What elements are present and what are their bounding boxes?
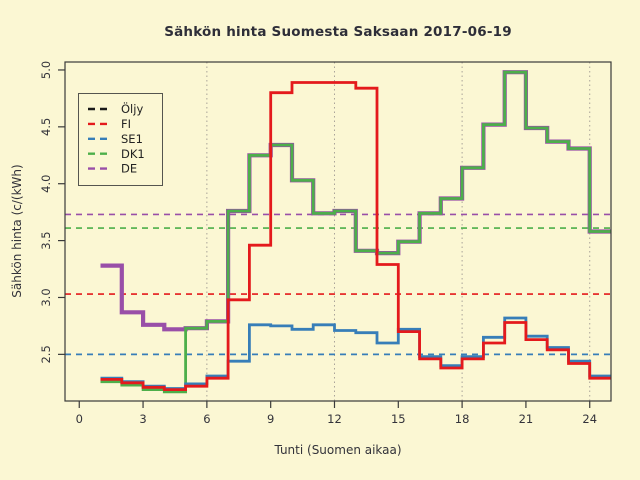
x-tick-label: 24 <box>582 412 597 426</box>
x-axis-title: Tunti (Suomen aikaa) <box>274 443 402 457</box>
x-tick-label: 12 <box>327 412 342 426</box>
x-tick-label: 6 <box>203 412 210 426</box>
legend-label-SE1: SE1 <box>121 132 143 146</box>
average-lines <box>65 213 611 356</box>
x-tick-label: 0 <box>76 412 83 426</box>
series-line-DE <box>100 70 611 332</box>
y-tick-label: 5.0 <box>39 61 53 79</box>
gridlines <box>206 62 591 401</box>
y-tick-label: 4.5 <box>39 118 53 136</box>
series-line-FI <box>100 81 611 391</box>
y-tick-label: 3.0 <box>39 288 53 306</box>
x-tick-label: 18 <box>455 412 470 426</box>
y-tick-label: 4.0 <box>39 175 53 193</box>
legend-label-DE: DE <box>121 162 137 176</box>
legend-label-Öljy: Öljy <box>121 100 143 116</box>
x-axis: 0 3 6 9 12 15 18 21 24 <box>76 401 597 426</box>
chart-title: Sähkön hinta Suomesta Saksaan 2017-06-19 <box>164 24 512 40</box>
x-tick-label: 3 <box>139 412 146 426</box>
y-axis: 2.5 3.0 3.5 4.0 4.5 5.0 <box>39 61 65 364</box>
series-line-DK1 <box>100 70 611 394</box>
x-tick-label: 9 <box>267 412 274 426</box>
x-tick-label: 15 <box>391 412 406 426</box>
y-tick-label: 3.5 <box>39 231 53 249</box>
legend-label-FI: FI <box>121 117 131 131</box>
legend-label-DK1: DK1 <box>121 147 145 161</box>
y-tick-label: 2.5 <box>39 345 53 363</box>
plot-frame <box>64 61 612 402</box>
series-lines <box>100 70 611 394</box>
x-tick-label: 21 <box>519 412 534 426</box>
series-line-SE1 <box>100 316 611 390</box>
